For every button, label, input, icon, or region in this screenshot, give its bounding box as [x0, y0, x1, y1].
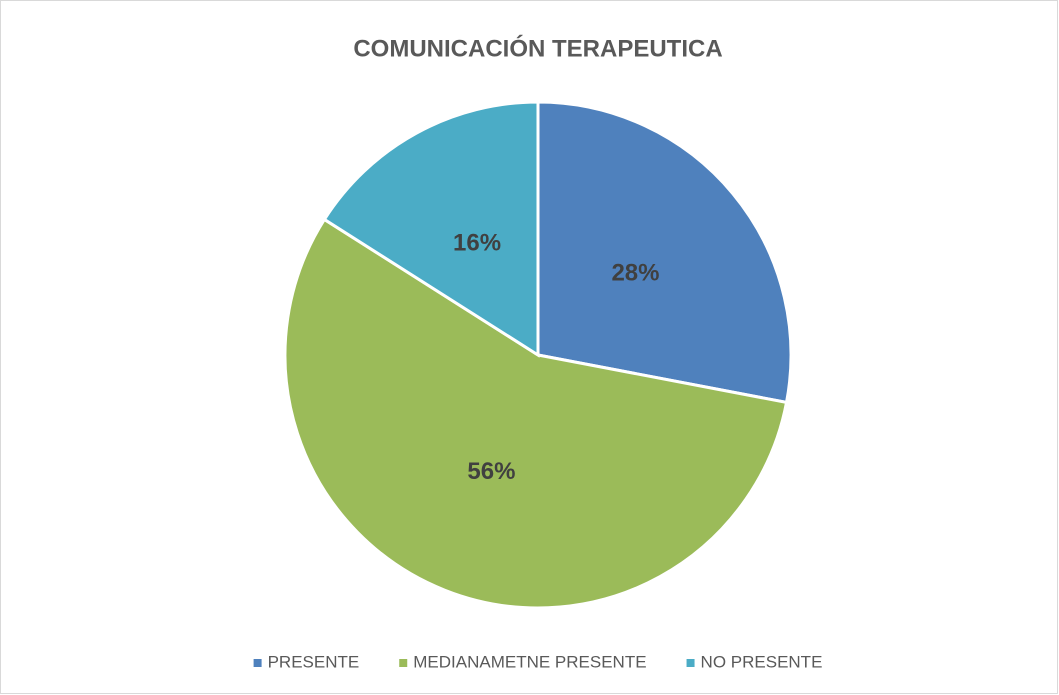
- legend-swatch: [686, 659, 695, 667]
- pie-slice: [536, 100, 793, 405]
- chart-title: COMUNICACIÓN TERAPEUTICA: [353, 34, 722, 62]
- data-label: 16%: [453, 229, 501, 256]
- legend-label: MEDIANAMETNE PRESENTE: [413, 652, 646, 671]
- legend-label: NO PRESENTE: [701, 652, 823, 671]
- legend-label: PRESENTE: [268, 652, 360, 671]
- data-label: 28%: [611, 260, 659, 287]
- pie-slice: [283, 217, 789, 610]
- pie-slice: [322, 100, 540, 358]
- legend-swatch: [253, 659, 262, 667]
- data-label: 56%: [467, 458, 515, 485]
- legend-swatch: [399, 659, 408, 667]
